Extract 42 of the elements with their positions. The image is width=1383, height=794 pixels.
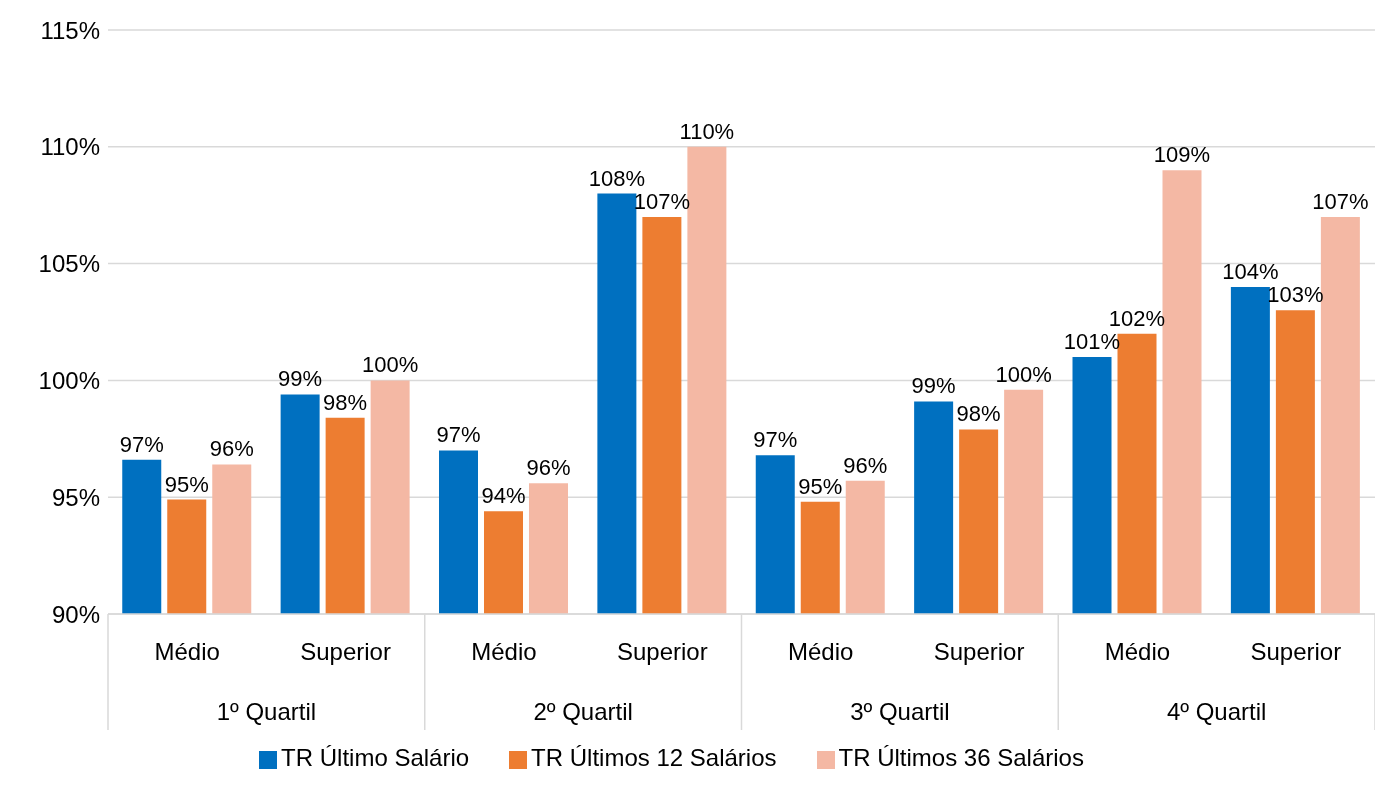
x-tick-label: Superior [1250,638,1342,665]
legend-label: TR Últimos 12 Salários [531,744,777,771]
data-label: 98% [323,389,368,415]
data-label: 96% [843,452,888,478]
data-label: 95% [164,471,209,497]
y-tick-label: 115% [40,16,100,44]
data-label: 104% [1222,258,1279,284]
data-label: 100% [995,361,1052,387]
data-label: 99% [911,373,956,399]
data-label: 96% [209,436,254,462]
data-label: 95% [798,473,843,499]
text: 1º Quartil [216,698,317,725]
data-label: 102% [1108,305,1166,331]
x-tick-label: Médio [1104,638,1171,665]
data-label: 97% [436,422,481,448]
y-tick-label: 95% [51,483,100,511]
data-label: 96% [526,455,571,481]
x-tick-label: Superior [616,638,708,665]
x-tick-label: Médio [788,638,854,665]
text: 3º Quartil [850,698,950,725]
y-tick-label: 100% [38,366,100,394]
y-tick-label: 105% [38,250,100,278]
data-label: 98% [956,401,1001,427]
data-label: 97% [119,431,164,457]
x-tick-label: Médio [471,638,537,665]
x-tick-label: Superior [300,638,391,665]
data-label: 97% [753,427,798,453]
text: 2º Quartil [533,698,633,725]
data-label: 109% [1153,142,1211,168]
y-tick-label: 90% [51,600,100,628]
legend-label: TR Últimos 36 Salários [838,744,1084,771]
text: 4º Quartil [1166,698,1267,725]
x-tick-label: Médio [154,638,220,665]
data-label: 108% [588,165,646,191]
data-label: 100% [361,352,419,378]
data-label: 107% [1312,188,1369,214]
legend-label: TR Último Salário [281,744,470,771]
y-tick-label: 110% [40,133,100,161]
data-label: 99% [278,366,323,392]
data-label: 110% [679,118,735,144]
data-label: 94% [481,483,526,509]
x-tick-label: Superior [933,638,1025,665]
